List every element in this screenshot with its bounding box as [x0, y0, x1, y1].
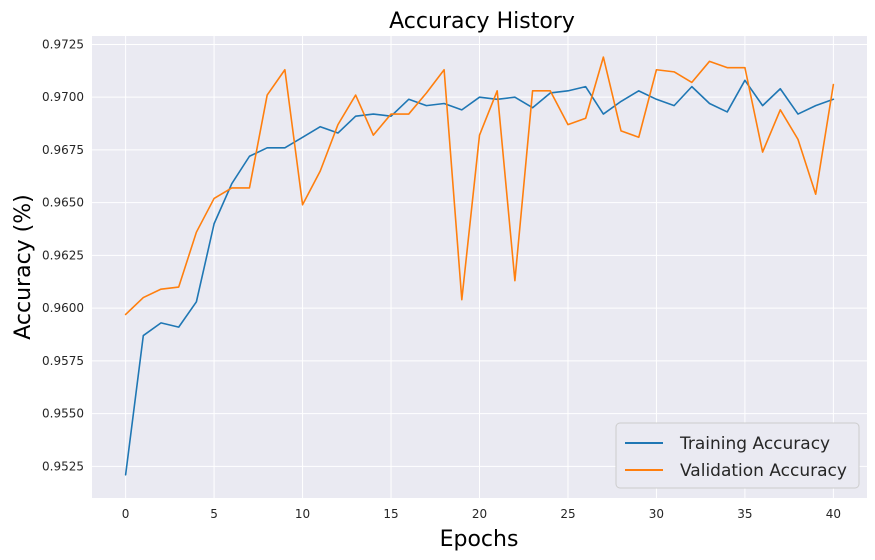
x-tick-label: 0 [122, 507, 130, 521]
y-tick-label: 0.9725 [42, 37, 84, 51]
x-tick-label: 20 [472, 507, 487, 521]
legend-label-validation: Validation Accuracy [680, 461, 847, 481]
legend-frame [615, 422, 860, 489]
legend-label-training: Training Accuracy [679, 434, 830, 454]
x-tick-label: 5 [210, 507, 218, 521]
y-tick-label: 0.9700 [42, 90, 84, 104]
y-tick-label: 0.9575 [42, 354, 84, 368]
x-tick-label: 35 [737, 507, 752, 521]
y-tick-label: 0.9625 [42, 248, 84, 262]
series-points-training [125, 80, 834, 475]
x-tick-labels: 0 5 10 15 20 25 30 35 40 [122, 507, 841, 521]
x-tick-label: 30 [649, 507, 664, 521]
series-points-validation [125, 57, 834, 315]
y-tick-label: 0.9650 [42, 196, 84, 210]
y-tick-label: 0.9550 [42, 407, 84, 421]
x-axis-label: Epochs [440, 527, 519, 552]
y-tick-label: 0.9600 [42, 301, 84, 315]
y-tick-labels: 0.9525 0.9550 0.9575 0.9600 0.9625 0.9650 0.96… [42, 37, 84, 473]
y-tick-label: 0.9675 [42, 143, 84, 157]
chart-title: Accuracy History [389, 9, 575, 34]
x-tick-label: 25 [560, 507, 575, 521]
x-tick-label: 10 [295, 507, 310, 521]
legend: Training Accuracy Validation Accuracy [615, 422, 860, 489]
x-tick-label: 40 [826, 507, 841, 521]
x-tick-label: 15 [383, 507, 398, 521]
y-tick-label: 0.9525 [42, 459, 84, 473]
y-axis-label: Accuracy (%) [11, 194, 36, 340]
series-layer [124, 56, 835, 476]
